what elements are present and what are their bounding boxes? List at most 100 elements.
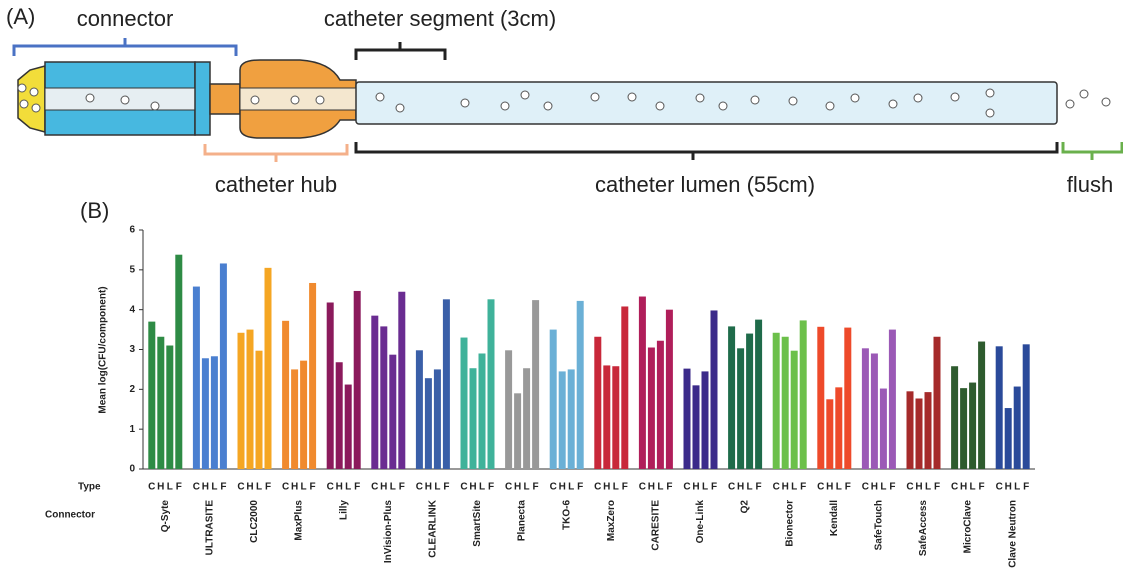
connector-label: InVision-Plus: [383, 500, 394, 564]
bar: [934, 337, 941, 469]
type-label: H: [692, 482, 699, 493]
connector-label: SafeTouch: [874, 500, 885, 550]
bar: [461, 338, 468, 469]
bar: [791, 351, 798, 469]
bar: [693, 385, 700, 469]
bar: [916, 398, 923, 469]
bar: [612, 366, 619, 469]
type-label: H: [960, 482, 967, 493]
bar: [711, 310, 718, 469]
y-tick-label: 0: [129, 464, 135, 475]
y-tick-label: 4: [129, 304, 135, 315]
type-label: F: [577, 482, 583, 493]
type-label: C: [862, 482, 869, 493]
connector-label: CARESITE: [651, 500, 662, 551]
bar: [425, 378, 432, 469]
bar: [907, 391, 914, 469]
type-label: L: [211, 482, 217, 493]
type-label: C: [639, 482, 646, 493]
type-label: F: [220, 482, 226, 493]
bar: [211, 356, 218, 469]
y-tick-label: 6: [129, 225, 135, 236]
type-label: H: [871, 482, 878, 493]
bar: [488, 299, 495, 469]
bar: [514, 393, 521, 469]
type-label: C: [773, 482, 780, 493]
bar: [817, 327, 824, 469]
type-label: H: [648, 482, 655, 493]
bar: [889, 330, 896, 469]
type-label: H: [826, 482, 833, 493]
lumen-bracket: [356, 142, 1057, 160]
bar: [479, 353, 486, 469]
bar: [380, 326, 387, 469]
type-label: L: [970, 482, 976, 493]
connector-label: CLEARLINK: [428, 499, 439, 558]
type-label: F: [666, 482, 672, 493]
type-label: L: [613, 482, 619, 493]
connector-label: SmartSite: [472, 500, 483, 547]
type-label: L: [434, 482, 440, 493]
bar: [960, 388, 967, 469]
type-label: C: [505, 482, 512, 493]
type-label: F: [399, 482, 405, 493]
connector-tip: [18, 66, 45, 132]
bar: [648, 348, 655, 469]
type-label: H: [469, 482, 476, 493]
bar: [880, 389, 887, 469]
bar: [666, 310, 673, 469]
type-label: L: [167, 482, 173, 493]
type-label: H: [603, 482, 610, 493]
connector-channel: [45, 88, 195, 110]
type-label: H: [737, 482, 744, 493]
bar: [568, 369, 575, 469]
bar: [969, 383, 976, 469]
type-label: L: [791, 482, 797, 493]
type-label: F: [889, 482, 895, 493]
type-label: F: [533, 482, 539, 493]
bar: [505, 350, 512, 469]
type-label: H: [915, 482, 922, 493]
type-label: C: [327, 482, 334, 493]
bar: [309, 283, 316, 469]
type-label: H: [1005, 482, 1012, 493]
type-label: C: [148, 482, 155, 493]
type-label: L: [568, 482, 574, 493]
bar: [220, 263, 227, 469]
type-label: L: [925, 482, 931, 493]
figure: (A) connector catheter segment (3cm) cat…: [0, 0, 1123, 576]
panel-label: (B): [80, 198, 109, 223]
flush-bracket: [1063, 142, 1122, 160]
bar: [594, 337, 601, 469]
bar: [416, 350, 423, 469]
bar: [621, 306, 628, 469]
connector-label: Kendall: [829, 500, 840, 536]
type-label: F: [265, 482, 271, 493]
bar: [755, 320, 762, 469]
type-label: F: [800, 482, 806, 493]
connector-label: Q-Syte: [160, 500, 171, 533]
type-label: H: [782, 482, 789, 493]
bar: [871, 353, 878, 469]
bar: [532, 300, 539, 469]
bar: [434, 369, 441, 469]
bar: [577, 301, 584, 469]
bar: [265, 268, 272, 469]
bar: [523, 368, 530, 469]
type-label: L: [880, 482, 886, 493]
bar: [559, 371, 566, 469]
connector-label: Bionector: [784, 500, 795, 547]
bar: [773, 333, 780, 469]
bar: [639, 297, 646, 469]
type-label: L: [836, 482, 842, 493]
bar: [684, 369, 691, 469]
type-label: C: [683, 482, 690, 493]
connector-label: MaxZero: [606, 500, 617, 541]
connector-row-label: Connector: [45, 510, 95, 521]
bar: [175, 255, 182, 469]
connector-label: MicroClave: [963, 500, 974, 554]
bar: [862, 348, 869, 469]
bar: [202, 358, 209, 469]
bar: [782, 337, 789, 469]
panel-label: (A): [6, 4, 35, 29]
